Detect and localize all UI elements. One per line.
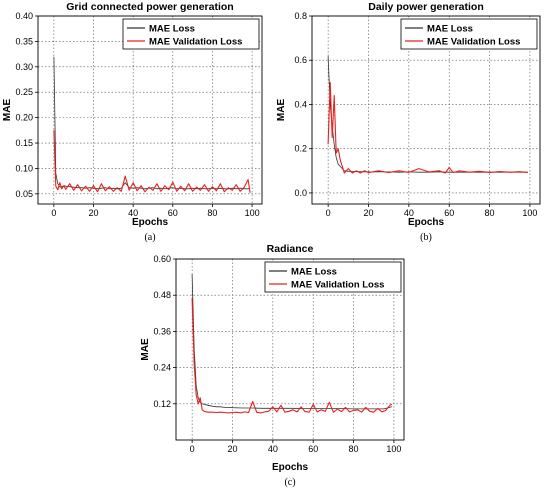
validation-loss-line <box>53 130 251 193</box>
x-tick-label: 20 <box>227 444 237 454</box>
y-tick-label: 0.8 <box>294 11 307 21</box>
legend: MAE Loss MAE Validation Loss <box>400 18 538 50</box>
panel-caption: (a) <box>144 232 155 243</box>
y-tick-label: 0.60 <box>153 254 171 264</box>
legend-label: MAE Validation Loss <box>427 37 520 48</box>
legend-label: MAE Loss <box>427 24 473 35</box>
legend: MAE Loss MAE Validation Loss <box>122 18 260 50</box>
y-tick-label: 0.2 <box>294 144 307 154</box>
x-axis-label: Epochs <box>408 217 445 228</box>
panel-caption: (b) <box>420 232 432 243</box>
legend-label: MAE Validation Loss <box>291 280 384 291</box>
validation-loss-line <box>191 298 393 414</box>
y-tick-label: 0.24 <box>153 363 171 373</box>
loss-line <box>327 55 528 173</box>
legend-label: MAE Validation Loss <box>149 37 242 48</box>
legend-box <box>400 18 538 50</box>
x-tick-label: 80 <box>349 444 359 454</box>
y-tick-label: 0.40 <box>15 11 33 21</box>
x-tick-label: 80 <box>207 208 217 218</box>
x-axis-label: Epochs <box>272 462 309 473</box>
x-tick-label: 100 <box>386 444 401 454</box>
legend-box <box>122 18 260 50</box>
y-tick-label: 0.20 <box>15 113 33 123</box>
y-tick-label: 0.25 <box>15 87 33 97</box>
x-tick-label: 60 <box>308 444 318 454</box>
x-tick-label: 100 <box>245 208 260 218</box>
y-tick-label: 0.15 <box>15 138 33 148</box>
panel-1: 0 20 40 60 80 100 0.05 0.10 0.15 0.20 0.25 0.30 0.35… <box>2 1 263 243</box>
x-tick-label: 60 <box>444 208 454 218</box>
loss-line <box>191 274 393 410</box>
x-axis-label: Epochs <box>132 217 169 228</box>
chart-title: Daily power generation <box>368 1 484 13</box>
x-tick-label: 20 <box>88 208 98 218</box>
y-tick-label: 0.36 <box>153 326 171 336</box>
chart-title: Grid connected power generation <box>66 1 233 13</box>
panel-2: 0 20 40 60 80 100 0.0 0.2 0.4 0.6 0.8 Daily power g… <box>276 1 541 243</box>
legend-box <box>264 261 402 293</box>
legend-label: MAE Loss <box>291 267 337 278</box>
plot-frame <box>311 15 541 205</box>
x-tick-label: 40 <box>128 208 138 218</box>
x-tick-label: 60 <box>168 208 178 218</box>
chart-title: Radiance <box>267 243 314 255</box>
x-tick-label: 0 <box>326 208 331 218</box>
x-tick-label: 40 <box>268 444 278 454</box>
panel-3: 0 20 40 60 80 100 0.12 0.24 0.36 0.48 0.60 Radiance… <box>140 243 405 488</box>
legend: MAE Loss MAE Validation Loss <box>264 261 402 293</box>
plot-frame <box>175 258 405 441</box>
y-axis-label: MAE <box>140 338 151 361</box>
legend-label: MAE Loss <box>149 24 195 35</box>
x-tick-label: 80 <box>485 208 495 218</box>
y-tick-label: 0.48 <box>153 290 171 300</box>
panel-caption: (c) <box>284 477 295 488</box>
y-axis-label: MAE <box>2 99 13 122</box>
y-tick-label: 0.05 <box>15 189 33 199</box>
x-tick-label: 40 <box>404 208 414 218</box>
x-tick-label: 0 <box>190 444 195 454</box>
y-tick-label: 0.12 <box>153 399 171 409</box>
x-tick-label: 100 <box>522 208 537 218</box>
y-axis-label: MAE <box>276 99 287 122</box>
y-tick-label: 0.30 <box>15 62 33 72</box>
plot-frame <box>37 15 263 205</box>
y-tick-label: 0.4 <box>294 99 307 109</box>
y-tick-label: 0.10 <box>15 163 33 173</box>
x-tick-label: 0 <box>51 208 56 218</box>
y-tick-label: 0.35 <box>15 36 33 46</box>
validation-loss-line <box>327 81 528 174</box>
y-tick-label: 0.6 <box>294 55 307 65</box>
x-tick-label: 20 <box>363 208 373 218</box>
y-tick-label: 0.0 <box>294 188 307 198</box>
